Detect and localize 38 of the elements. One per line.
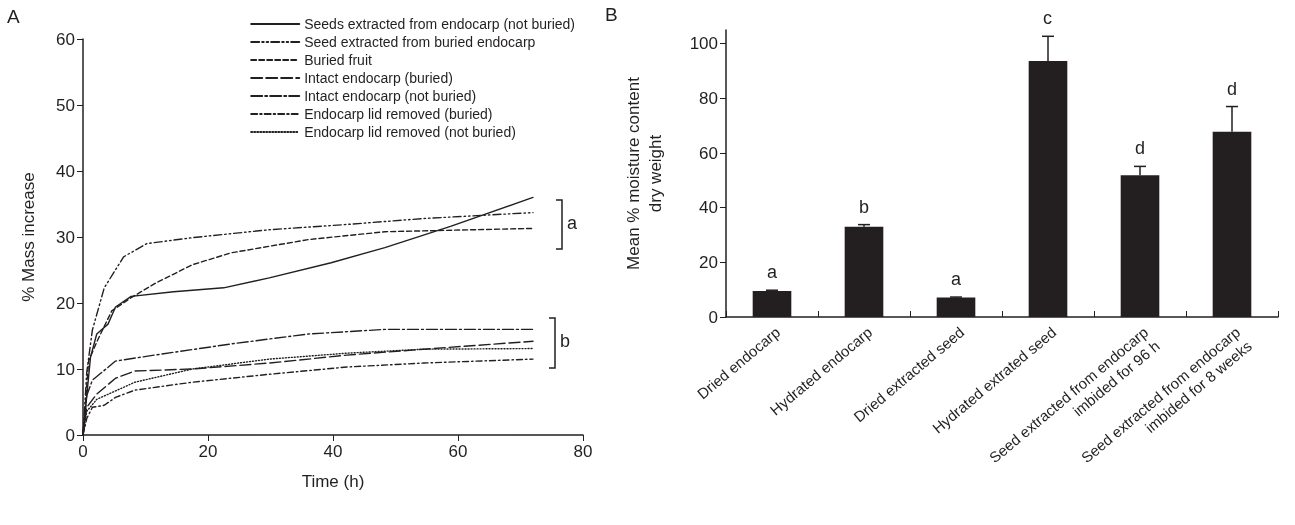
annotation: d [1227, 78, 1238, 100]
y-tick-label: 20 [56, 293, 75, 313]
y-tick-label: 80 [699, 88, 718, 108]
legend-label: Endocarp lid removed (not buried) [304, 124, 516, 140]
annotation: b [560, 331, 571, 352]
y-tick-label: 0 [65, 425, 75, 445]
legend-label: Intact endocarp (buried) [304, 70, 453, 86]
legend-label: Buried fruit [304, 52, 372, 68]
y-tick-label: 30 [56, 227, 75, 247]
annotation: a [567, 212, 578, 234]
y-tick-label: 60 [699, 143, 718, 163]
legend-label: Seed extracted from buried endocarp [304, 34, 536, 50]
y-tick-label: 100 [689, 34, 718, 54]
y-tick-label: 0 [708, 307, 718, 327]
annotation: b [859, 196, 870, 218]
chart-title: A [7, 6, 20, 27]
y-axis-title: Mean % moisture content dry weight [623, 76, 665, 270]
y-tick-label: 10 [56, 359, 75, 379]
chart-title: B [605, 4, 618, 25]
legend-label: Intact endocarp (not buried) [304, 88, 477, 104]
legend-label: Seeds extracted from endocarp (not buried) [304, 16, 575, 32]
y-tick-label: 20 [699, 252, 718, 272]
y-tick-label: 50 [56, 95, 75, 115]
text: c [1043, 8, 1052, 30]
x-tick-label: 40 [323, 442, 343, 461]
x-axis-title: Time (h) [301, 471, 365, 491]
y-tick-label: 60 [56, 29, 75, 49]
annotation: d [1135, 138, 1146, 160]
y-tick-label: 40 [699, 198, 718, 218]
x-tick-label: 80 [573, 442, 593, 461]
x-tick-label: 20 [198, 442, 218, 461]
x-tick-label: 0 [78, 442, 88, 461]
y-tick-label: 40 [56, 161, 75, 181]
y-axis-title: % Mass increase [18, 172, 38, 302]
annotation: a [951, 269, 962, 291]
x-tick-label: 60 [448, 442, 468, 461]
annotation: a [767, 262, 778, 284]
legend-label: Endocarp lid removed (buried) [304, 106, 493, 122]
